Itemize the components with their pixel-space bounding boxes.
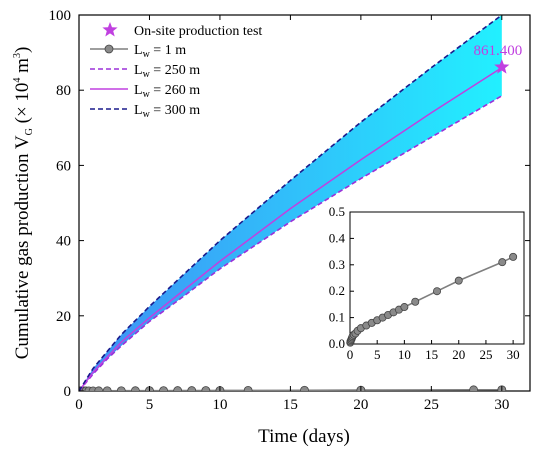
series-lw1-point: [116, 386, 126, 391]
series-lw1-point: [159, 386, 168, 391]
x-tick-label: 15: [283, 397, 298, 413]
inset-x-tick-label: 0: [347, 347, 354, 362]
series-lw1-point: [243, 385, 253, 391]
inset-lw1-point: [432, 287, 441, 296]
series-lw1-point: [173, 386, 183, 391]
inset-y-tick-label: 0.2: [329, 283, 345, 298]
legend-label-lw300: Lw = 300 m: [134, 103, 200, 120]
series-lw1-point: [102, 386, 112, 391]
y-tick-label: 20: [56, 309, 71, 325]
test-point-label: 861.400: [473, 43, 522, 59]
inset-x-tick-label: 5: [374, 347, 381, 362]
inset-y-tick-label: 0.0: [329, 336, 345, 351]
y-tick-label: 100: [49, 8, 72, 24]
legend-label-lw1: Lw = 1 m: [134, 43, 186, 60]
inset-y-tick-label: 0.3: [329, 257, 345, 272]
legend-label-lw250: Lw = 250 m: [134, 63, 200, 80]
series-lw1-point: [469, 385, 479, 391]
range-band: [79, 15, 502, 391]
inset-lw1-point: [454, 276, 463, 285]
series-lw1-point: [130, 386, 140, 391]
legend: On-site production test Lw = 1 m Lw = 250 …: [90, 22, 262, 120]
inset-x-tick-label: 15: [425, 347, 438, 362]
inset-y-tick-label: 0.5: [329, 204, 345, 219]
band-fill: [79, 15, 502, 391]
inset-x-tick-label: 25: [479, 347, 492, 362]
series-lw1-point: [94, 386, 104, 391]
inset-lw1-point: [509, 252, 518, 261]
x-tick-label: 10: [212, 397, 227, 413]
series-lw1-point: [300, 385, 309, 391]
series-lw300-line: [79, 15, 503, 391]
x-tick-label: 30: [494, 397, 509, 413]
series-lw250-line: [79, 95, 503, 391]
x-tick-label: 0: [75, 397, 83, 413]
y-tick-label: 0: [64, 384, 72, 400]
y-tick-label: 80: [56, 83, 71, 99]
series-lw1-point: [201, 386, 211, 391]
y-tick-label: 40: [56, 234, 71, 250]
inset-plot-area: [349, 211, 525, 345]
legend-star-icon: [102, 22, 118, 37]
inset-lw1-point: [411, 297, 420, 306]
inset-lw1-point: [498, 258, 507, 267]
legend-marker-lw1: [104, 44, 114, 54]
x-tick-label: 5: [146, 397, 154, 413]
inset-chart: 0 5 10 15 20 25 30 0.0 0.1 0.2 0.3 0.4 0.5: [329, 204, 525, 362]
inset-x-tick-label: 10: [398, 347, 411, 362]
series-lw260-line: [79, 67, 503, 391]
legend-label: On-site production test: [134, 24, 262, 39]
x-tick-label: 20: [353, 397, 368, 413]
inset-y-tick-label: 0.1: [329, 310, 345, 325]
x-tick-label: 25: [424, 397, 439, 413]
inset-y-tick-label: 0.4: [329, 230, 346, 245]
inset-lw1-point: [400, 303, 409, 312]
y-tick-label: 60: [56, 158, 71, 174]
series-layer: [79, 15, 510, 391]
legend-label-lw260: Lw = 260 m: [134, 83, 200, 100]
inset-x-tick-label: 30: [507, 347, 520, 362]
x-axis-label: Time (days): [258, 426, 350, 447]
series-lw1-point: [187, 386, 197, 391]
inset-x-tick-label: 20: [452, 347, 465, 362]
y-axis-label: Cumulative gas production VG (× 104 m3): [12, 47, 35, 360]
test-point-star: [494, 59, 510, 74]
